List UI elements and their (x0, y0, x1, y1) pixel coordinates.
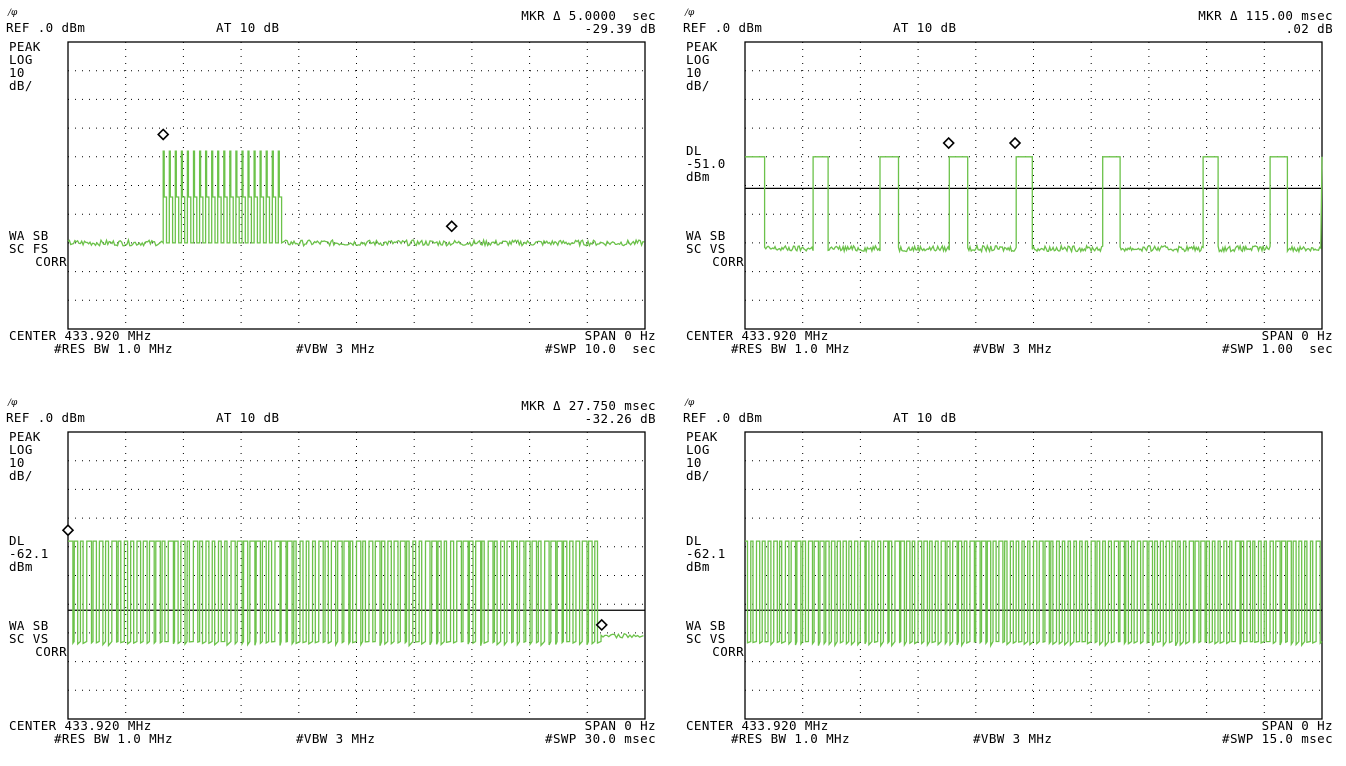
marker-diamond-2 (1008, 136, 1022, 150)
marker-delta-level: -29.39 dB (584, 21, 656, 36)
sweep-time: #SWP 15.0 msec (1222, 731, 1333, 746)
ref-level-label: REF .0 dBm (683, 20, 763, 35)
display-line-value: -62.1 (686, 546, 726, 561)
wa-label: WA SB (686, 228, 726, 243)
trace-line (68, 540, 644, 648)
marker-diamond-2 (595, 618, 608, 632)
trace-line (745, 540, 1323, 649)
resolution-bandwidth: #RES BW 1.0 MHz (731, 341, 850, 356)
span-label: SPAN 0 Hz (584, 328, 656, 343)
resolution-bandwidth: #RES BW 1.0 MHz (54, 731, 173, 746)
log-label: LOG (686, 442, 710, 457)
detector-label: PEAK (9, 39, 41, 54)
display-line-value: -51.0 (686, 156, 726, 171)
marker-diamond-1 (157, 128, 170, 141)
hp-logo-icon: ∕φ (8, 8, 18, 18)
display-line-unit: dBm (686, 559, 710, 574)
attenuation-label: AT 10 dB (893, 410, 957, 425)
span-label: SPAN 0 Hz (584, 718, 656, 733)
scale-label: 10 (9, 455, 25, 470)
trace-line (67, 150, 645, 249)
corr-label: CORR (35, 254, 67, 269)
attenuation-label: AT 10 dB (216, 410, 280, 425)
graticule-border (67, 431, 646, 720)
spectrum-plot (744, 41, 1323, 330)
sc-label: SC FS (9, 241, 49, 256)
display-line-label: DL (686, 533, 702, 548)
scale-label: 10 (9, 65, 25, 80)
log-label: LOG (9, 52, 33, 67)
scale-unit-label: dB/ (686, 78, 710, 93)
video-bandwidth: #VBW 3 MHz (973, 341, 1053, 356)
marker-delta-time: MKR Δ 27.750 msec (521, 398, 656, 413)
corr-label: CORR (35, 644, 67, 659)
video-bandwidth: #VBW 3 MHz (296, 341, 376, 356)
sc-label: SC VS (686, 241, 726, 256)
analyzer-panel-3: ∕φ REF .0 dBm AT 10 dB MKR Δ 27.750 msec -32… (6, 396, 666, 766)
display-line-label: DL (686, 143, 702, 158)
hp-logo-icon: ∕φ (8, 398, 18, 408)
marker-diamond-2 (445, 220, 458, 233)
marker-delta-time: MKR Δ 115.00 msec (1198, 8, 1333, 23)
scale-unit-label: dB/ (9, 468, 33, 483)
attenuation-label: AT 10 dB (216, 20, 280, 35)
attenuation-label: AT 10 dB (893, 20, 957, 35)
marker-diamond-1 (942, 136, 955, 150)
sweep-time: #SWP 1.00 sec (1222, 341, 1333, 356)
video-bandwidth: #VBW 3 MHz (296, 731, 376, 746)
scale-unit-label: dB/ (686, 468, 710, 483)
analyzer-panel-4: ∕φ REF .0 dBm AT 10 dB PEAK LOG 10 dB/DL -62.1 d… (683, 396, 1343, 766)
detector-label: PEAK (686, 429, 718, 444)
sc-label: SC VS (686, 631, 726, 646)
scale-unit-label: dB/ (9, 78, 33, 93)
marker-delta-time: MKR Δ 5.0000 sec (521, 8, 656, 23)
spectrum-plot (744, 431, 1323, 720)
span-label: SPAN 0 Hz (1261, 718, 1333, 733)
span-label: SPAN 0 Hz (1261, 328, 1333, 343)
detector-label: PEAK (9, 429, 41, 444)
ref-level-label: REF .0 dBm (683, 410, 763, 425)
center-frequency: CENTER 433.920 MHz (9, 328, 152, 343)
scale-label: 10 (686, 455, 702, 470)
hp-logo-icon: ∕φ (685, 398, 695, 408)
wa-label: WA SB (686, 618, 726, 633)
ref-level-label: REF .0 dBm (6, 20, 86, 35)
scale-label: 10 (686, 65, 702, 80)
log-label: LOG (9, 442, 33, 457)
graticule-border (744, 431, 1323, 720)
wa-label: WA SB (9, 618, 49, 633)
ref-level-label: REF .0 dBm (6, 410, 86, 425)
trace-line (745, 156, 1323, 254)
marker-delta-level: .02 dB (1285, 21, 1333, 36)
display-line-value: -62.1 (9, 546, 49, 561)
center-frequency: CENTER 433.920 MHz (9, 718, 152, 733)
spectrum-plot (61, 431, 646, 720)
center-frequency: CENTER 433.920 MHz (686, 718, 829, 733)
display-line-unit: dBm (686, 169, 710, 184)
wa-label: WA SB (9, 228, 49, 243)
display-line-unit: dBm (9, 559, 33, 574)
log-label: LOG (686, 52, 710, 67)
resolution-bandwidth: #RES BW 1.0 MHz (731, 731, 850, 746)
sc-label: SC VS (9, 631, 49, 646)
display-line-label: DL (9, 533, 25, 548)
video-bandwidth: #VBW 3 MHz (973, 731, 1053, 746)
hp-logo-icon: ∕φ (685, 8, 695, 18)
sweep-time: #SWP 10.0 sec (545, 341, 656, 356)
spectrum-plot (67, 41, 646, 330)
center-frequency: CENTER 433.920 MHz (686, 328, 829, 343)
corr-label: CORR (712, 644, 744, 659)
marker-diamond-1 (61, 524, 75, 537)
analyzer-panel-2: ∕φ REF .0 dBm AT 10 dB MKR Δ 115.00 msec .02… (683, 6, 1343, 376)
marker-delta-level: -32.26 dB (584, 411, 656, 426)
corr-label: CORR (712, 254, 744, 269)
analyzer-panel-1: ∕φ REF .0 dBm AT 10 dB MKR Δ 5.0000 sec -29.… (6, 6, 666, 376)
graticule-border (67, 41, 646, 330)
detector-label: PEAK (686, 39, 718, 54)
sweep-time: #SWP 30.0 msec (545, 731, 656, 746)
resolution-bandwidth: #RES BW 1.0 MHz (54, 341, 173, 356)
